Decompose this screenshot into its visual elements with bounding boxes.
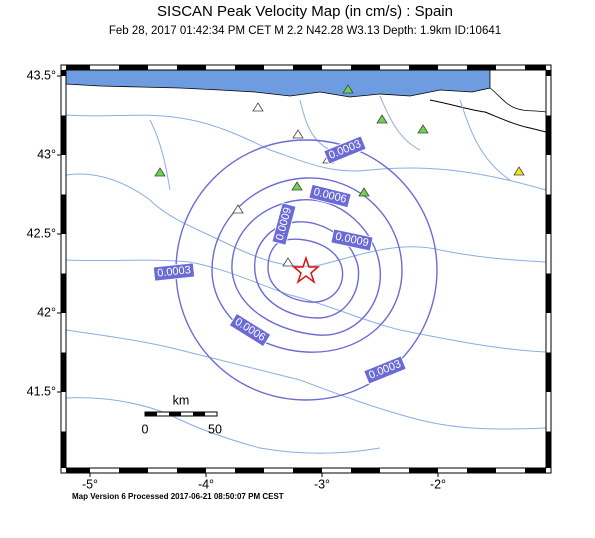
- stations: [154, 84, 525, 267]
- river: [65, 329, 547, 430]
- frame-bar: [66, 65, 90, 70]
- coastline: [489, 87, 547, 113]
- station: [252, 102, 264, 112]
- frame-bar: [546, 431, 551, 468]
- lon-tick-label: -3°: [314, 477, 330, 491]
- frame-bar: [546, 70, 551, 76]
- contour: [211, 177, 403, 353]
- sea: [65, 69, 491, 98]
- map-area: km 0 50: [65, 69, 547, 468]
- footer: Map Version 6 Processed 2017-06-21 08:50…: [72, 492, 284, 501]
- frame-bar: [351, 65, 380, 70]
- contour-label-text: 0.0003: [157, 264, 192, 279]
- frame-bar: [467, 468, 496, 473]
- frame-bar: [177, 468, 206, 473]
- frame-bar: [546, 194, 551, 234]
- river: [149, 95, 511, 191]
- frame-bar: [61, 70, 66, 76]
- frame-bar: [409, 468, 438, 473]
- contour-label-box: [152, 262, 196, 282]
- station: [292, 129, 304, 139]
- contour-label-box: [228, 312, 272, 348]
- station: [291, 181, 303, 191]
- frame-bar: [119, 468, 148, 473]
- scale-unit: km: [173, 393, 190, 407]
- lat-tick-label: 41.5°: [27, 384, 56, 398]
- station: [282, 257, 294, 267]
- contour-label-box: [323, 135, 367, 165]
- lat-tick-label: 42°: [37, 305, 56, 319]
- land: [66, 70, 546, 468]
- scale-bar-seg: [169, 412, 181, 416]
- scale-bar: km 0 50: [142, 393, 222, 436]
- frame-bar: [235, 468, 264, 473]
- frame-bar: [61, 115, 66, 155]
- contour: [267, 238, 344, 303]
- contour-label: 0.0009: [330, 228, 374, 252]
- scale-start: 0: [142, 422, 149, 436]
- lon-tick-label: -2°: [430, 477, 446, 491]
- contour-label-box: [330, 228, 374, 252]
- river: [65, 259, 547, 353]
- river: [65, 397, 381, 454]
- map-title: SISCAN Peak Velocity Map (in cm/s) : Spa…: [157, 3, 453, 20]
- frame-bar: [546, 115, 551, 155]
- station: [232, 204, 244, 214]
- contour: [231, 199, 381, 336]
- scale-bar-seg: [193, 412, 205, 416]
- lat-tick-label: 43.5°: [27, 68, 56, 82]
- map-frame: -5° -4° -3° -2° 43.5° 43° 42.5° 42° 41.5°: [27, 64, 552, 491]
- lon-tick-label: -5°: [82, 477, 98, 491]
- contour-label: 0.0006: [308, 183, 352, 209]
- contour-label-box: [363, 355, 407, 385]
- frame-bar: [409, 65, 438, 70]
- contour-label: 0.0009: [271, 202, 297, 246]
- frame-bar: [61, 194, 66, 234]
- lon-tick-label: -4°: [198, 477, 214, 491]
- frame-bar: [525, 65, 546, 70]
- frame-bar: [546, 352, 551, 392]
- map-subtitle: Feb 28, 2017 01:42:34 PM CET M 2.2 N42.2…: [109, 25, 501, 37]
- station: [513, 166, 525, 176]
- lat-tick-label: 43°: [37, 147, 56, 161]
- station: [376, 114, 388, 124]
- frame-bar: [119, 65, 148, 70]
- frame-bar: [235, 65, 264, 70]
- frame-bar: [61, 352, 66, 392]
- contour-label-box: [308, 183, 352, 209]
- frame-bar: [66, 468, 90, 473]
- station: [358, 187, 370, 197]
- lat-tick-label: 42.5°: [27, 226, 56, 240]
- frame-bar: [546, 273, 551, 313]
- frame-bar: [61, 431, 66, 468]
- frame-bar: [61, 273, 66, 313]
- contour-label-box: [271, 202, 297, 246]
- frame-bar: [293, 65, 322, 70]
- station: [154, 167, 166, 177]
- border: [429, 99, 547, 133]
- station: [342, 84, 354, 94]
- scale-end: 50: [208, 422, 222, 436]
- contour-label: 0.0003: [152, 262, 196, 282]
- frame-bar: [177, 65, 206, 70]
- frame-bar: [467, 65, 496, 70]
- contour: [175, 139, 438, 401]
- epicenter: [291, 255, 321, 285]
- frame-bar: [525, 468, 546, 473]
- station: [417, 124, 429, 134]
- river: [65, 114, 547, 191]
- frame-bar: [351, 468, 380, 473]
- frame-bar: [293, 468, 322, 473]
- scale-bar-seg: [145, 412, 157, 416]
